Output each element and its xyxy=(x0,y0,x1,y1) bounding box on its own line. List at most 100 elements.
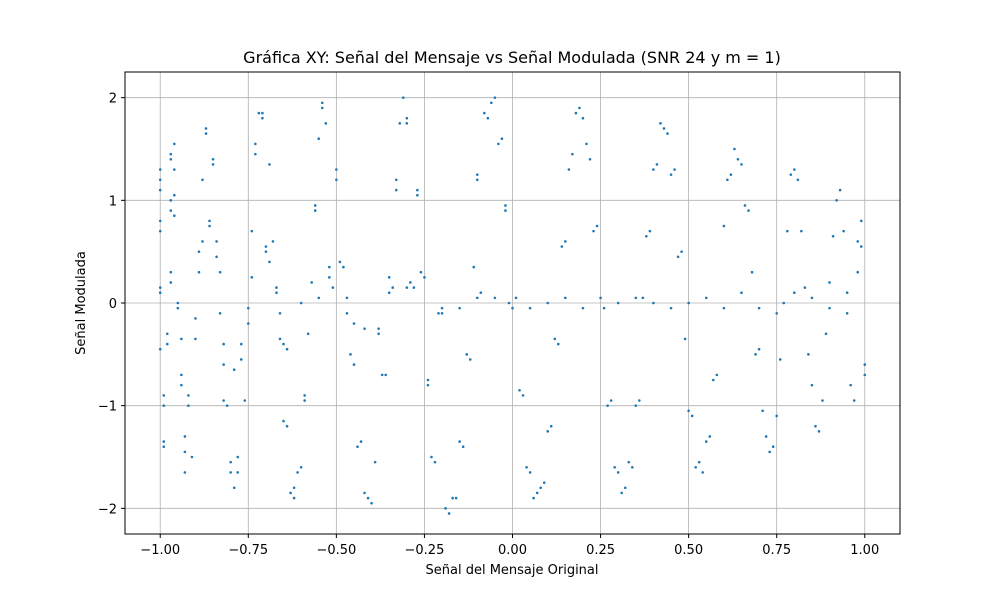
data-point xyxy=(299,301,303,305)
x-tick-label: 0.50 xyxy=(674,543,703,558)
data-point xyxy=(292,496,296,500)
data-point xyxy=(500,137,504,141)
data-point xyxy=(778,358,782,361)
data-point xyxy=(345,311,349,315)
data-point xyxy=(620,491,624,495)
data-point xyxy=(588,157,592,161)
data-point xyxy=(468,358,472,361)
data-point xyxy=(275,291,278,295)
data-point xyxy=(863,363,867,366)
data-point xyxy=(222,399,225,402)
data-point xyxy=(479,291,483,295)
data-point xyxy=(838,188,842,192)
data-point xyxy=(243,399,247,402)
chart-title: Gráfica XY: Señal del Mensaje vs Señal M… xyxy=(243,48,781,67)
data-point xyxy=(859,245,863,248)
data-point xyxy=(454,496,458,500)
data-point xyxy=(218,311,222,315)
data-point xyxy=(595,224,599,228)
x-tick-label: −1.00 xyxy=(140,543,180,558)
data-point xyxy=(349,353,352,356)
data-point xyxy=(268,163,271,166)
data-point xyxy=(542,481,546,484)
data-point xyxy=(232,368,236,372)
data-point xyxy=(158,178,162,182)
data-point xyxy=(370,501,373,505)
data-point xyxy=(303,394,306,397)
data-point xyxy=(165,332,169,336)
data-point xyxy=(180,337,183,341)
data-point xyxy=(229,460,232,464)
data-point xyxy=(828,281,831,284)
data-point xyxy=(849,383,852,387)
data-point xyxy=(158,188,162,192)
y-axis-ticks: −2 −1 0 1 2 xyxy=(98,92,125,517)
data-point xyxy=(645,234,648,238)
data-point xyxy=(810,383,814,387)
data-point xyxy=(416,193,419,197)
data-point xyxy=(398,122,402,125)
data-point xyxy=(257,111,261,115)
data-point xyxy=(475,173,479,176)
data-point xyxy=(539,486,542,490)
data-point xyxy=(835,199,838,202)
data-point xyxy=(317,137,321,141)
data-point xyxy=(715,373,719,377)
data-point xyxy=(208,219,211,223)
data-point xyxy=(183,450,187,454)
data-point xyxy=(285,347,289,351)
data-point xyxy=(659,122,662,125)
y-tick-label: −1 xyxy=(98,400,117,415)
data-point xyxy=(423,276,426,279)
data-point xyxy=(246,306,250,310)
data-point xyxy=(282,419,285,423)
data-point xyxy=(504,209,507,212)
data-point xyxy=(697,460,701,464)
data-point xyxy=(493,96,497,99)
data-point xyxy=(842,229,845,233)
data-point xyxy=(201,240,204,243)
data-point xyxy=(560,245,564,248)
y-tick-label: 2 xyxy=(109,92,117,107)
data-point xyxy=(236,455,240,459)
data-point xyxy=(222,363,225,366)
data-point xyxy=(581,116,585,120)
data-point xyxy=(169,270,173,274)
data-point xyxy=(363,491,366,495)
data-point xyxy=(222,342,225,346)
y-tick-label: 1 xyxy=(109,194,117,209)
data-point xyxy=(694,465,697,469)
data-point xyxy=(169,199,173,202)
data-point xyxy=(616,471,620,474)
data-point xyxy=(239,358,243,361)
data-point xyxy=(687,301,690,305)
data-point xyxy=(289,491,292,495)
data-point xyxy=(204,127,208,130)
data-point xyxy=(863,373,867,377)
data-point xyxy=(599,296,602,300)
data-point xyxy=(173,214,176,218)
data-point xyxy=(800,229,803,233)
data-point xyxy=(845,291,849,295)
data-point xyxy=(394,188,398,192)
data-point xyxy=(419,270,423,274)
data-point xyxy=(296,471,299,474)
data-point xyxy=(567,168,571,171)
data-point xyxy=(328,276,331,279)
data-point xyxy=(852,399,856,402)
data-point xyxy=(669,173,673,176)
data-point xyxy=(405,286,409,289)
data-point xyxy=(680,250,683,253)
data-point xyxy=(313,204,317,207)
data-point xyxy=(638,399,641,402)
data-point xyxy=(261,111,264,115)
data-point xyxy=(180,373,183,377)
data-point xyxy=(652,301,655,305)
data-point xyxy=(641,296,645,300)
data-point xyxy=(666,132,669,135)
data-point xyxy=(173,193,176,197)
data-point xyxy=(807,353,810,356)
data-point xyxy=(683,337,687,341)
data-point xyxy=(162,394,166,397)
data-point xyxy=(828,306,831,310)
